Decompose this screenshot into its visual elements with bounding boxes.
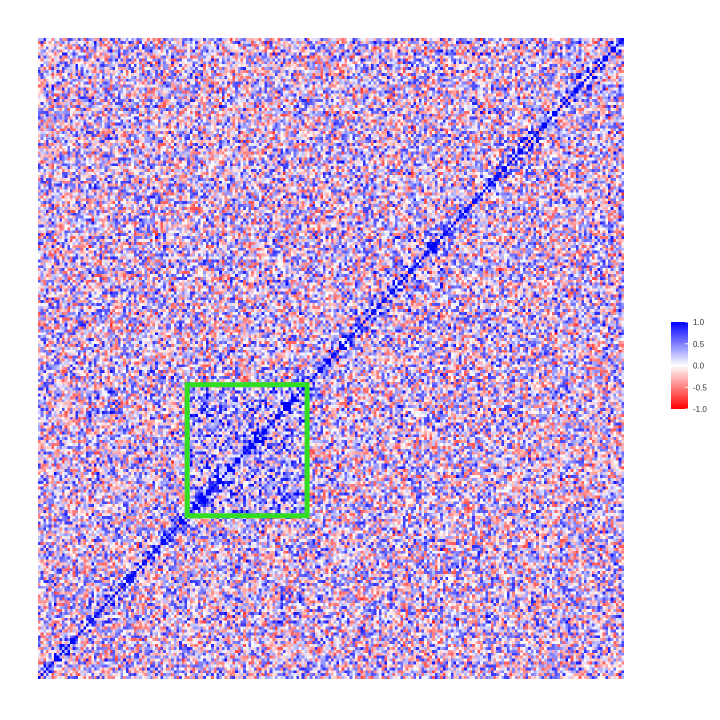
colorbar-tick-label: 1.0 — [693, 318, 705, 327]
colorbar-legend: 1.0 0.5 0.0 -0.5 -1.0 — [671, 318, 707, 414]
colorbar-bar — [671, 322, 688, 409]
heatmap-plot — [38, 38, 624, 679]
colorbar-tick-label: 0.0 — [693, 362, 705, 371]
highlight-box — [184, 382, 310, 519]
colorbar-tick-label: -1.0 — [693, 405, 707, 414]
colorbar-tick-label: 0.5 — [693, 340, 705, 349]
colorbar-ticks: 1.0 0.5 0.0 -0.5 -1.0 — [685, 318, 707, 414]
colorbar-tick-label: -0.5 — [693, 383, 707, 392]
heatmap-cells — [38, 38, 624, 679]
